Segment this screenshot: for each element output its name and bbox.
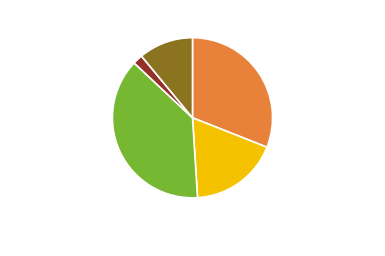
Wedge shape (141, 38, 192, 118)
Wedge shape (192, 118, 267, 198)
Wedge shape (112, 63, 198, 198)
Wedge shape (134, 56, 192, 118)
Wedge shape (192, 38, 273, 147)
